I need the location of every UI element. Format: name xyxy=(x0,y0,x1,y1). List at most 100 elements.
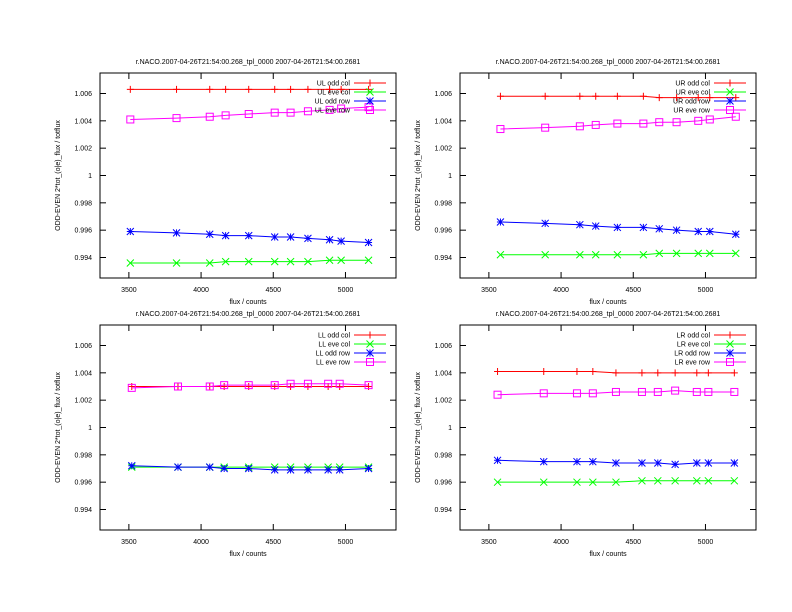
data-point xyxy=(286,233,295,241)
plot-frame xyxy=(459,72,757,279)
data-point xyxy=(541,92,549,100)
data-point xyxy=(573,457,581,466)
data-point xyxy=(612,369,620,377)
chart-panel-upper-left: r.NACO.2007-04-26T21:54:00.268_tpl_0000 … xyxy=(55,59,397,306)
data-point xyxy=(731,249,740,258)
legend-marker xyxy=(366,331,374,339)
y-axis-label: ODD-EVEN 2*tot_(o|e)_flux / totflux xyxy=(415,120,422,231)
series-lr-eve-col xyxy=(493,476,739,487)
data-point xyxy=(576,92,584,100)
y-tick-label: 1.006 xyxy=(74,343,92,350)
data-point xyxy=(205,463,214,471)
data-point xyxy=(270,381,279,390)
data-point xyxy=(655,224,664,233)
x-tick-label: 5000 xyxy=(338,539,354,546)
x-tick-label: 4000 xyxy=(193,539,209,546)
data-point xyxy=(496,125,505,134)
data-point xyxy=(244,381,253,390)
legend-marker xyxy=(366,340,374,348)
legend-label: UR eve col xyxy=(676,90,711,97)
y-axis-label: ODD-EVEN 2*tot_(o|e)_flux / totflux xyxy=(415,372,422,483)
data-point xyxy=(304,257,312,266)
data-point xyxy=(653,459,662,467)
series-ul-eve-row xyxy=(126,103,373,124)
data-point xyxy=(126,115,135,124)
series-lr-eve-row xyxy=(493,386,739,399)
chart-title: r.NACO.2007-04-26T21:54:00.268_tpl_0000 … xyxy=(496,59,721,66)
x-tick-label: 5000 xyxy=(698,539,714,546)
x-tick-label: 3500 xyxy=(481,287,497,294)
data-point xyxy=(539,389,548,398)
data-point xyxy=(127,461,136,470)
legend-marker xyxy=(726,79,734,87)
legend: UL odd col UL eve col UL odd row UL eve row xyxy=(314,79,386,115)
data-point xyxy=(731,112,740,121)
data-point xyxy=(704,476,713,485)
data-point xyxy=(730,369,738,377)
data-point xyxy=(244,257,253,266)
data-point xyxy=(244,110,253,118)
data-point xyxy=(588,478,597,487)
data-point xyxy=(221,111,230,120)
data-point xyxy=(639,119,648,128)
data-point xyxy=(575,220,584,229)
legend-marker xyxy=(726,358,734,366)
y-axis-label: ODD-EVEN 2*tot_(o|e)_flux / totflux xyxy=(55,120,62,231)
legend-label: LR eve col xyxy=(677,342,711,349)
data-point xyxy=(730,387,739,396)
data-point xyxy=(325,105,334,114)
data-point xyxy=(127,383,136,392)
x-axis-label: flux / counts xyxy=(589,299,627,306)
data-point xyxy=(324,379,333,388)
data-point xyxy=(220,381,229,390)
data-point xyxy=(270,233,279,241)
data-point xyxy=(673,94,681,102)
y-tick-label: 1 xyxy=(88,425,92,432)
data-point xyxy=(244,464,253,473)
y-tick-label: 0.998 xyxy=(74,200,92,207)
data-point xyxy=(325,256,334,265)
data-point xyxy=(613,223,622,232)
legend-label: LL odd row xyxy=(316,351,351,358)
data-point xyxy=(591,222,600,230)
data-point xyxy=(337,85,345,93)
data-point xyxy=(612,478,620,487)
data-point xyxy=(326,85,334,93)
data-point xyxy=(654,369,662,377)
x-tick-label: 4000 xyxy=(553,539,569,546)
y-tick-label: 1.002 xyxy=(434,398,452,405)
data-point xyxy=(494,367,502,375)
data-point xyxy=(639,92,647,100)
x-tick-label: 3500 xyxy=(481,539,497,546)
data-point xyxy=(540,367,548,375)
data-point xyxy=(287,85,295,93)
data-point xyxy=(244,231,253,240)
legend-marker xyxy=(726,349,734,357)
data-point xyxy=(704,387,713,396)
y-tick-label: 0.998 xyxy=(434,452,452,459)
plot-frame xyxy=(99,72,397,279)
data-point xyxy=(126,85,134,93)
data-point xyxy=(705,249,714,258)
data-point xyxy=(639,223,648,232)
legend-marker xyxy=(726,97,734,105)
data-point xyxy=(613,119,622,128)
data-point xyxy=(671,369,679,377)
data-point xyxy=(172,259,181,267)
data-point xyxy=(672,226,681,235)
y-tick-label: 0.996 xyxy=(74,228,92,235)
legend: UR odd col UR eve col UR odd row UR eve row xyxy=(673,79,746,115)
data-point xyxy=(573,367,581,375)
data-point xyxy=(694,249,703,258)
data-point xyxy=(694,116,703,125)
series-line xyxy=(131,383,369,389)
data-point xyxy=(270,108,279,117)
data-point xyxy=(638,369,646,377)
data-point xyxy=(541,219,550,228)
x-tick-label: 5000 xyxy=(698,287,714,294)
data-point xyxy=(205,382,214,391)
legend-marker xyxy=(366,106,374,114)
data-point xyxy=(206,85,214,93)
data-point xyxy=(335,379,344,388)
data-point xyxy=(364,256,373,265)
